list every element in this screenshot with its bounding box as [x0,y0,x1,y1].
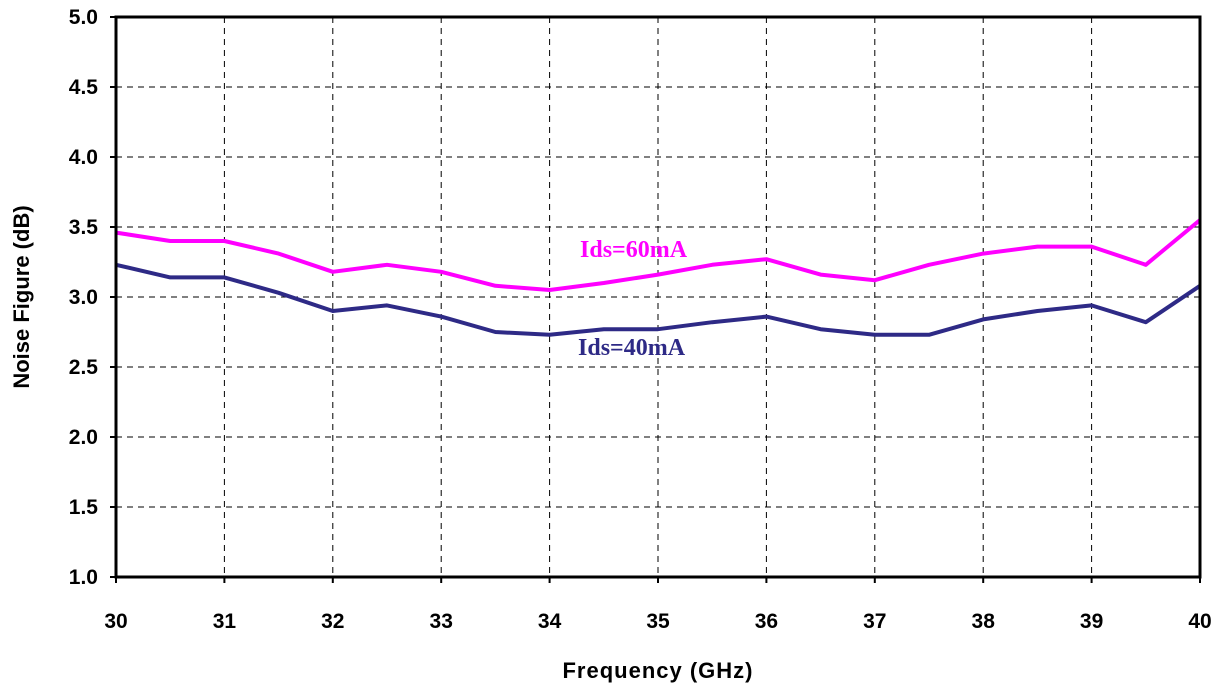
y-tick-label: 2.0 [69,426,98,449]
x-tick-label: 35 [646,610,670,633]
x-tick-label: 39 [1080,610,1103,633]
x-tick-label: 36 [755,610,778,633]
x-tick-label: 34 [538,610,562,633]
series-line-ids-40ma [115,262,1202,337]
x-axis-title: Frequency (GHz) [562,658,753,683]
y-tick-labels: 1.0 1.5 2.0 2.5 3.0 3.5 4.0 4.5 5.0 [69,6,99,589]
y-tick-label: 1.0 [69,566,98,589]
series-line-ids-60ma [115,218,1202,292]
y-tick-label: 1.5 [69,496,99,519]
x-tick-label: 40 [1188,610,1211,633]
y-axis-title: Noise Figure (dB) [9,205,34,388]
y-tick-label: 5.0 [69,6,98,29]
x-tick-label: 37 [863,610,886,633]
y-tick-label: 4.5 [69,76,99,99]
y-tick-label: 2.5 [69,356,99,379]
x-tick-label: 38 [972,610,996,633]
x-tick-label: 30 [104,610,127,633]
y-tick-label: 3.5 [69,216,99,239]
y-tick-label: 4.0 [69,146,98,169]
x-tick-label: 32 [321,610,344,633]
x-tick-label: 33 [430,610,453,633]
axis-ticks [110,16,1201,583]
x-tick-label: 31 [213,610,237,633]
series-lines [115,218,1202,337]
series-label-ids-40ma: Ids=40mA [578,335,686,361]
x-tick-labels: 30 31 32 33 34 35 36 37 38 39 40 [104,610,1211,633]
grid-lines [116,17,1200,577]
series-label-ids-60ma: Ids=60mA [580,237,688,263]
y-tick-label: 3.0 [69,286,98,309]
